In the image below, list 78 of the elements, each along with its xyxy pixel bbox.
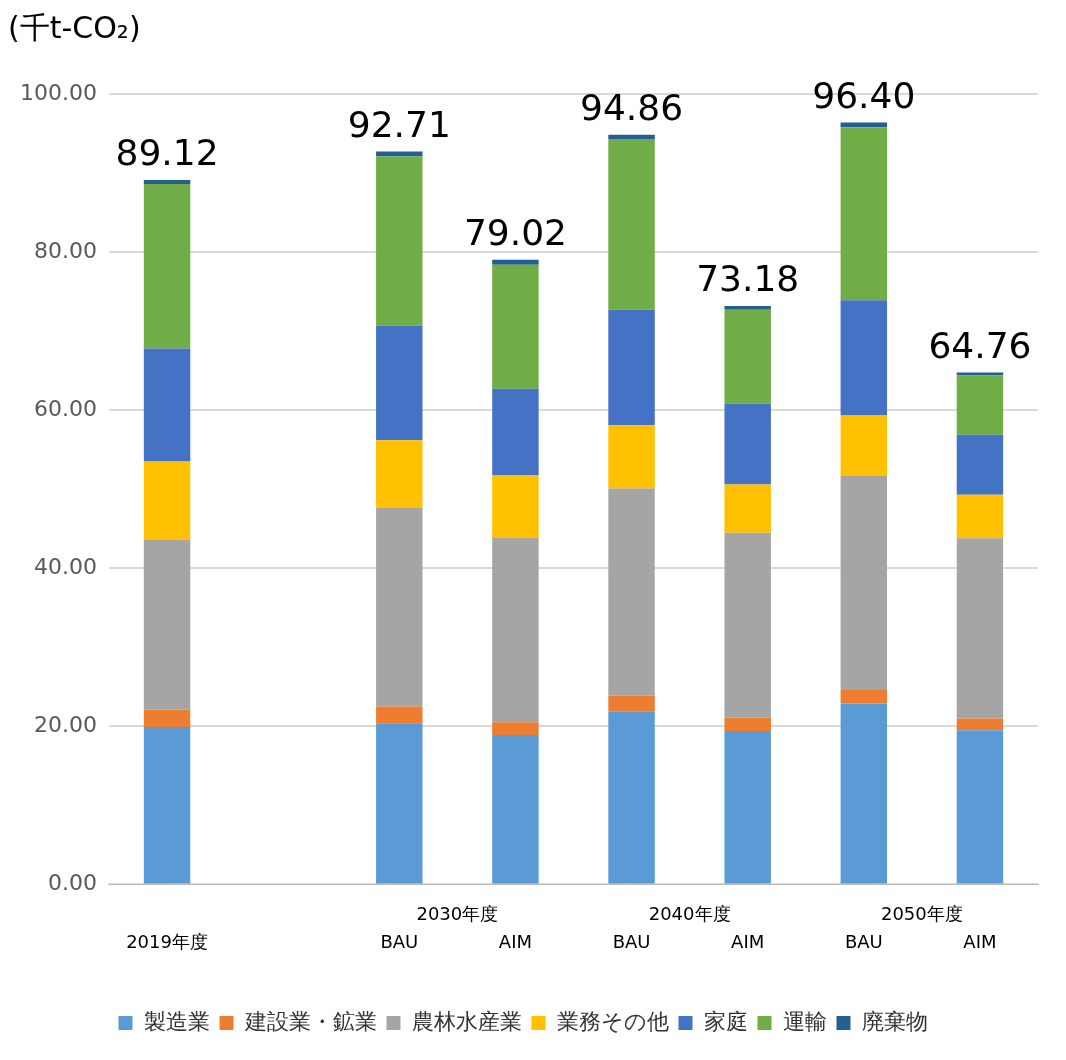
total-label: 92.71	[347, 103, 451, 145]
x-tick-label: BAU	[612, 930, 651, 952]
bar	[492, 722, 539, 736]
y-tick-label: 40.00	[33, 553, 97, 579]
text: 2050年度	[880, 903, 963, 925]
bar	[492, 264, 539, 389]
bar	[724, 532, 771, 718]
total-label: 79.02	[463, 212, 567, 254]
bar	[840, 127, 888, 301]
bar	[956, 434, 1004, 495]
bar	[724, 309, 771, 404]
bar	[608, 425, 655, 489]
bar	[492, 474, 539, 538]
bar	[376, 156, 423, 326]
bar	[840, 475, 888, 690]
bar	[608, 309, 655, 426]
total-label: 89.12	[115, 132, 219, 174]
bar	[608, 488, 655, 696]
y-tick-label: 100.00	[19, 79, 97, 105]
bar	[724, 717, 771, 732]
bar	[608, 711, 655, 884]
bar	[376, 723, 423, 884]
bar	[376, 507, 423, 707]
x-tick-label: AIM	[498, 930, 532, 952]
bar	[492, 735, 539, 884]
y-tick-label: 80.00	[33, 237, 97, 263]
bar	[143, 184, 191, 349]
bar	[724, 403, 771, 485]
bar	[492, 388, 539, 475]
bar	[608, 134, 655, 140]
bar	[956, 375, 1004, 435]
y-tick-label: 20.00	[33, 712, 97, 738]
bar	[840, 703, 888, 884]
bar	[608, 695, 655, 712]
x-tick-label: BAU	[380, 930, 419, 952]
bar	[724, 484, 771, 533]
x-tick-label: AIM	[731, 930, 765, 952]
bar	[724, 731, 771, 884]
bar	[724, 305, 771, 310]
bar	[143, 180, 191, 185]
bar	[956, 718, 1004, 731]
legend-label: 建設業・鉱業	[243, 1008, 377, 1034]
bar	[956, 538, 1004, 719]
total-label: 96.40	[812, 74, 916, 116]
legend-label: 業務その他	[556, 1008, 669, 1034]
text: 2030年度	[416, 903, 499, 925]
bar	[956, 494, 1004, 539]
total-label: 73.18	[696, 258, 800, 300]
x-tick-label: AIM	[963, 930, 997, 952]
y-tick-label: 60.00	[33, 395, 97, 421]
legend-label: 廃棄物	[861, 1008, 928, 1034]
bar	[840, 414, 888, 476]
bar	[608, 139, 655, 310]
y-tick-label: 0.00	[47, 870, 97, 896]
bar	[143, 727, 191, 884]
bar	[143, 539, 191, 710]
bar	[840, 122, 888, 128]
bar	[492, 259, 539, 265]
total-label: 64.76	[928, 324, 1032, 366]
legend-label: 運輸	[782, 1008, 827, 1034]
legend-label: 家庭	[703, 1008, 748, 1034]
bar	[143, 461, 191, 540]
bar	[956, 730, 1004, 884]
bar	[143, 348, 191, 462]
bar	[840, 300, 888, 415]
legend-label: 製造業	[143, 1008, 210, 1034]
bar	[840, 689, 888, 704]
total-label: 94.86	[580, 86, 684, 128]
x-tick-label: 2019年度	[126, 930, 208, 952]
x-tick-label: BAU	[844, 930, 883, 952]
bar	[143, 709, 191, 728]
legend-label: 農林水産業	[411, 1008, 522, 1034]
bar	[376, 440, 423, 508]
bar	[376, 325, 423, 441]
y-axis-title: (千t-CO₂)	[8, 9, 142, 45]
bar	[492, 537, 539, 723]
bar	[376, 706, 423, 724]
text: 2040年度	[648, 903, 731, 925]
